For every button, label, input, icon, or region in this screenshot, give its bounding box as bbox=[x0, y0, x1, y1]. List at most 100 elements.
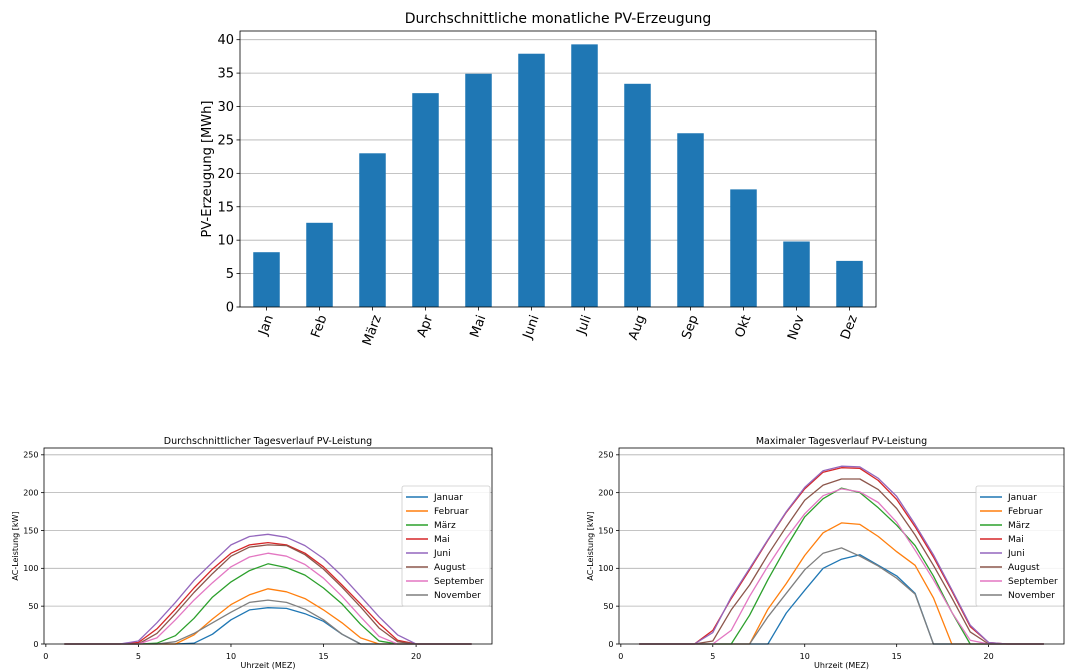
legend-item: Mai bbox=[980, 535, 1024, 545]
legend: Januar Februar März Mai Juni August September N… bbox=[975, 485, 1065, 607]
x-axis-label: Uhrzeit (MEZ) bbox=[241, 661, 296, 670]
x-tick-label: 10 bbox=[800, 652, 810, 661]
series-line-juni bbox=[639, 465, 1044, 645]
y-tick-label: 20 bbox=[217, 167, 234, 182]
legend-item: Januar bbox=[980, 493, 1037, 503]
series-line-august bbox=[639, 478, 1044, 645]
bar-sep bbox=[677, 133, 704, 307]
x-tick-label: Mai bbox=[468, 313, 490, 340]
chart-title: Durchschnittliche monatliche PV-Erzeugun… bbox=[405, 11, 711, 27]
bar-aug bbox=[624, 83, 651, 307]
legend-label: August bbox=[1008, 563, 1040, 573]
legend-item: März bbox=[980, 521, 1030, 531]
chart-title: Durchschnittlicher Tagesverlauf PV-Leist… bbox=[164, 436, 372, 447]
bar-märz bbox=[359, 153, 386, 307]
bar-juni bbox=[518, 53, 545, 307]
y-tick-label: 15 bbox=[217, 200, 234, 215]
legend-label: März bbox=[1008, 521, 1030, 531]
y-tick-label: 100 bbox=[23, 564, 38, 573]
legend-item: Juni bbox=[406, 549, 451, 559]
average-daily-profile-chart: Durchschnittlicher Tagesverlauf PV-Leist… bbox=[11, 436, 493, 670]
y-tick-label: 250 bbox=[23, 451, 38, 460]
bar-mai bbox=[465, 73, 492, 307]
y-tick-label: 250 bbox=[598, 451, 613, 460]
maximum-daily-profile-chart: Maximaler Tagesverlauf PV-Leistung AC-Le… bbox=[586, 436, 1065, 670]
series-line-mai bbox=[64, 541, 472, 645]
y-tick-label: 35 bbox=[217, 67, 234, 82]
y-tick-label: 150 bbox=[23, 526, 38, 535]
x-tick-label: Okt bbox=[733, 313, 755, 340]
y-tick-label: 40 bbox=[217, 33, 234, 48]
x-tick-label: 10 bbox=[226, 652, 236, 661]
x-axis-label: Uhrzeit (MEZ) bbox=[814, 661, 869, 670]
y-tick-label: 25 bbox=[217, 133, 234, 148]
legend-item: Februar bbox=[406, 507, 469, 517]
legend-label: Januar bbox=[1007, 493, 1037, 503]
bar-okt bbox=[730, 189, 757, 307]
bar-jan bbox=[253, 252, 280, 307]
x-tick-label: Juli bbox=[574, 313, 595, 337]
plot-frame bbox=[43, 447, 493, 645]
series-line-juni bbox=[64, 533, 472, 645]
bar-apr bbox=[412, 93, 439, 308]
plot-frame bbox=[239, 30, 877, 308]
x-tick-label: 20 bbox=[984, 652, 994, 661]
legend-item: August bbox=[980, 563, 1040, 573]
x-tick-label: 15 bbox=[318, 652, 328, 661]
legend-label: Mai bbox=[434, 535, 450, 545]
x-tick-label: 15 bbox=[892, 652, 902, 661]
legend: Januar Februar März Mai Juni August September N… bbox=[401, 485, 491, 607]
legend-label: Februar bbox=[1008, 507, 1043, 517]
y-axis-label: AC-Leistung [kW] bbox=[586, 511, 595, 580]
x-tick-label: 0 bbox=[43, 652, 48, 661]
y-tick-label: 30 bbox=[217, 100, 234, 115]
legend-label: September bbox=[1008, 577, 1058, 587]
legend-box bbox=[401, 485, 491, 607]
legend-item: Februar bbox=[980, 507, 1043, 517]
y-tick-label: 0 bbox=[33, 640, 38, 649]
y-tick-label: 0 bbox=[226, 301, 234, 316]
x-tick-label: 0 bbox=[618, 652, 623, 661]
y-tick-label: 100 bbox=[598, 564, 613, 573]
legend-item: September bbox=[980, 577, 1058, 587]
legend-box bbox=[975, 485, 1065, 607]
y-axis-label: PV-Erzeugung [MWh] bbox=[200, 101, 215, 238]
y-tick-label: 50 bbox=[603, 602, 613, 611]
chart-title: Maximaler Tagesverlauf PV-Leistung bbox=[756, 436, 927, 447]
x-tick-label: Feb bbox=[309, 313, 331, 340]
legend-label: September bbox=[434, 577, 484, 587]
legend-item: September bbox=[406, 577, 484, 587]
x-tick-label: Jan bbox=[256, 313, 277, 338]
legend-item: Juni bbox=[980, 549, 1025, 559]
legend-label: November bbox=[1008, 591, 1055, 601]
bars bbox=[253, 44, 863, 308]
gridlines bbox=[240, 39, 876, 274]
x-tick-label: 20 bbox=[411, 652, 421, 661]
legend-label: Januar bbox=[433, 493, 463, 503]
y-tick-label: 200 bbox=[23, 488, 38, 497]
series-line-mai bbox=[639, 467, 1044, 645]
legend-label: Juni bbox=[433, 549, 451, 559]
legend-item: August bbox=[406, 563, 466, 573]
legend-label: März bbox=[434, 521, 456, 531]
legend-item: Mai bbox=[406, 535, 450, 545]
y-tick-label: 0 bbox=[608, 640, 613, 649]
y-tick-label: 5 bbox=[226, 267, 234, 282]
legend-item: November bbox=[980, 591, 1055, 601]
bar-feb bbox=[306, 222, 333, 307]
y-tick-label: 150 bbox=[598, 526, 613, 535]
legend-label: August bbox=[434, 563, 466, 573]
legend-item: März bbox=[406, 521, 456, 531]
bar-dez bbox=[836, 260, 863, 307]
x-tick-label: 5 bbox=[710, 652, 715, 661]
x-tick-label: Apr bbox=[415, 313, 437, 340]
legend-label: November bbox=[434, 591, 481, 601]
bar-nov bbox=[783, 241, 810, 307]
y-tick-label: 10 bbox=[217, 234, 234, 249]
legend-label: Juni bbox=[1007, 549, 1025, 559]
legend-label: Mai bbox=[1008, 535, 1024, 545]
y-tick-label: 50 bbox=[28, 602, 38, 611]
y-axis-label: AC-Leistung [kW] bbox=[11, 511, 20, 580]
y-tick-label: 200 bbox=[598, 488, 613, 497]
